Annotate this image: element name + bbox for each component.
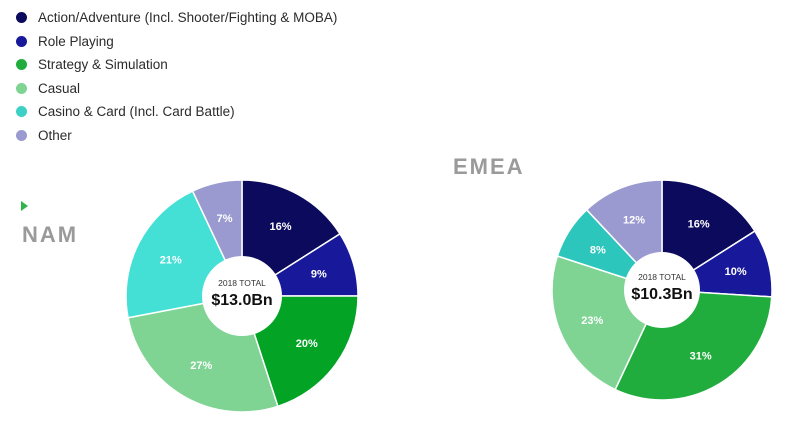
- pie-slice: [240, 295, 359, 408]
- slice-data-label: 23%: [581, 315, 603, 327]
- donut-chart-emea: 16% 10% 31% 23% 8% 12% 2018 TOTAL $10.3Bn: [551, 179, 773, 401]
- center-total-value: $10.3Bn: [631, 286, 692, 303]
- legend-label: Other: [38, 127, 72, 143]
- slice-data-label: 20%: [296, 338, 318, 350]
- legend-label: Casual: [38, 80, 81, 96]
- legend-swatch: [16, 82, 27, 94]
- legend-swatch: [16, 35, 27, 47]
- slice-data-label: 10%: [725, 266, 747, 278]
- slice-data-label: 9%: [311, 269, 327, 281]
- legend-swatch: [16, 59, 27, 71]
- emea-region-title: EMEA: [453, 154, 525, 179]
- legend-item-casual: Casual: [16, 77, 337, 101]
- legend-label: Role Playing: [38, 33, 114, 49]
- legend-item-other: Other: [16, 124, 337, 148]
- legend-label: Action/Adventure (Incl. Shooter/Fighting…: [38, 10, 338, 26]
- slice-data-label: 16%: [688, 218, 710, 230]
- slice-data-label: 31%: [690, 350, 712, 362]
- chart-legend: Action/Adventure (Incl. Shooter/Fighting…: [16, 6, 337, 147]
- legend-swatch: [16, 106, 27, 118]
- slice-data-label: 27%: [190, 360, 212, 372]
- legend-label: Strategy & Simulation: [38, 57, 168, 73]
- legend-label: Casino & Card (Incl. Card Battle): [38, 104, 235, 120]
- legend-swatch: [16, 129, 27, 141]
- legend-item-casino-card: Casino & Card (Incl. Card Battle): [16, 100, 337, 124]
- slice-data-label: 16%: [270, 221, 292, 233]
- legend-item-role-playing: Role Playing: [16, 30, 337, 54]
- slice-data-label: 8%: [590, 244, 606, 256]
- center-total-value: $13.0Bn: [211, 292, 272, 309]
- donut-chart-nam: 16% 9% 20% 27% 21% 7% 2018 TOTAL $13.0Bn: [125, 179, 359, 413]
- center-caption: 2018 TOTAL: [638, 272, 686, 282]
- donut-center: [624, 252, 700, 328]
- legend-item-action-adventure: Action/Adventure (Incl. Shooter/Fighting…: [16, 6, 337, 30]
- legend-swatch: [16, 12, 27, 24]
- slice-data-label: 12%: [623, 214, 645, 226]
- triangle-marker-icon: [21, 201, 28, 211]
- legend-item-strategy-simulation: Strategy & Simulation: [16, 53, 337, 77]
- slice-data-label: 21%: [160, 255, 182, 267]
- nam-region-title: NAM: [22, 222, 79, 247]
- donut-center: [202, 256, 282, 336]
- slice-data-label: 7%: [217, 213, 233, 225]
- center-caption: 2018 TOTAL: [218, 278, 266, 288]
